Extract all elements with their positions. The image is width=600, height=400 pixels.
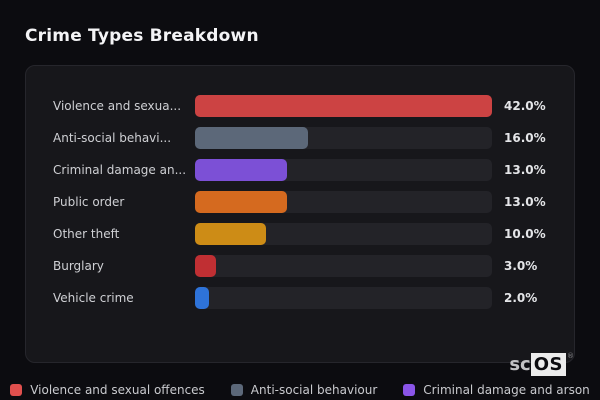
bar-fill[interactable] (195, 223, 266, 245)
bar-row: Public order 13.0% (53, 191, 562, 213)
category-label: Criminal damage an... (53, 163, 187, 177)
value-label: 2.0% (504, 291, 538, 305)
legend-label: Criminal damage and arson (423, 383, 590, 397)
legend-item[interactable]: Criminal damage and arson (403, 383, 590, 397)
category-label: Other theft (53, 227, 120, 241)
bar-row: Anti-social behavi... 16.0% (53, 127, 562, 149)
bar-row: Vehicle crime 2.0% (53, 287, 562, 309)
bar-track (195, 287, 492, 309)
bar-row: Other theft 10.0% (53, 223, 562, 245)
bar-fill[interactable] (195, 159, 287, 181)
bar-fill[interactable] (195, 127, 309, 149)
legend-item[interactable]: Anti-social behaviour (230, 383, 378, 397)
value-label: 13.0% (504, 195, 546, 209)
value-label: 10.0% (504, 227, 546, 241)
bar-fill[interactable] (195, 191, 287, 213)
value-label: 16.0% (504, 131, 546, 145)
page-title: Crime Types Breakdown (25, 26, 259, 46)
category-label: Anti-social behavi... (53, 131, 172, 145)
bar-fill[interactable] (195, 95, 492, 117)
legend-swatch (10, 384, 23, 396)
bar-track (195, 127, 492, 149)
scos-logo-prefix: sc (509, 354, 531, 375)
bar-track (195, 95, 492, 117)
value-label: 42.0% (504, 99, 546, 113)
bar-row: Burglary 3.0% (53, 255, 562, 277)
scos-logo-box: OS (530, 353, 566, 376)
category-label: Public order (53, 195, 125, 209)
bar-track (195, 159, 492, 181)
bar-row: Violence and sexua... 42.0% (53, 95, 562, 117)
bar-row: Criminal damage an... 13.0% (53, 159, 562, 181)
scos-logo: sc OS ® (509, 353, 574, 376)
category-label: Burglary (53, 259, 104, 273)
legend-swatch (230, 384, 243, 396)
value-label: 13.0% (504, 163, 546, 177)
bar-track (195, 191, 492, 213)
bar-fill[interactable] (195, 255, 217, 277)
value-label: 3.0% (504, 259, 538, 273)
chart-legend: Violence and sexual offences Anti-social… (0, 383, 600, 397)
category-label: Vehicle crime (53, 291, 134, 305)
chart-card: Violence and sexua... 42.0% Anti-social … (25, 65, 575, 363)
bar-fill[interactable] (195, 287, 210, 309)
registered-mark: ® (567, 352, 574, 360)
legend-item[interactable]: Violence and sexual offences (10, 383, 205, 397)
bar-track (195, 255, 492, 277)
legend-swatch (403, 384, 416, 396)
bar-track (195, 223, 492, 245)
bar-chart: Violence and sexua... 42.0% Anti-social … (53, 95, 562, 309)
legend-label: Violence and sexual offences (30, 383, 205, 397)
category-label: Violence and sexua... (53, 99, 182, 113)
legend-label: Anti-social behaviour (250, 383, 378, 397)
